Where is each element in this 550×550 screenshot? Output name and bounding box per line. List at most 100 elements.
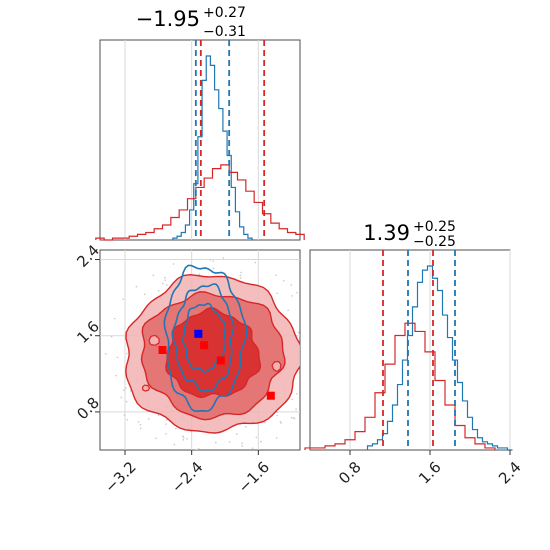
bottom-right-title-main: 1.39 [363, 221, 410, 245]
scatter-point [166, 419, 168, 421]
scatter-point [139, 423, 142, 426]
bottom-right-x-ticks: 0.8 1.6 2.4 [335, 450, 525, 488]
scatter-point [276, 292, 279, 295]
scatter-point [222, 257, 225, 259]
scatter-point [113, 317, 116, 320]
scatter-point [293, 417, 296, 420]
bottom-right-frame [309, 249, 511, 451]
scatter-point [135, 285, 138, 288]
scatter-point [282, 279, 285, 282]
scatter-point [123, 414, 126, 416]
scatter-point [212, 260, 214, 262]
scatter-point [143, 293, 146, 296]
scatter-point [165, 423, 167, 425]
scatter-point [307, 325, 309, 327]
scatter-point [302, 381, 304, 383]
scatter-point [147, 418, 150, 420]
scatter-point [291, 295, 293, 297]
scatter-point [264, 421, 266, 424]
scatter-point [196, 449, 198, 450]
red-marker [158, 346, 167, 354]
scatter-point [125, 400, 128, 403]
scatter-point [155, 437, 157, 440]
scatter-point [297, 331, 300, 334]
scatter-point [228, 441, 231, 443]
scatter-point [227, 451, 229, 453]
scatter-point [215, 441, 217, 444]
scatter-point [157, 289, 160, 292]
red-histogram [95, 164, 305, 241]
top-left-title-sup: +0.27 [203, 5, 246, 21]
scatter-point [291, 398, 294, 401]
scatter-point [305, 405, 307, 407]
scatter-point [198, 273, 201, 276]
bottom-left-y-ticks: 0.8 1.6 2.4 [73, 241, 103, 423]
scatter-point [166, 284, 168, 286]
scatter-point [172, 263, 175, 265]
red-contour-island [148, 334, 160, 346]
scatter-point [115, 374, 117, 377]
scatter-point [182, 435, 184, 438]
scatter-point [287, 309, 289, 312]
scatter-point [122, 389, 125, 391]
scatter-point [194, 448, 196, 450]
blue-marker [194, 329, 203, 338]
red-histogram [304, 322, 496, 450]
scatter-point [125, 387, 127, 389]
scatter-point [182, 436, 185, 439]
blue-histogram [172, 55, 253, 240]
red-contour-island [141, 384, 151, 392]
scatter-point [164, 279, 166, 281]
scatter-point [301, 313, 303, 315]
y-tick-label: 2.4 [73, 241, 103, 271]
bottom-left-blue-contours [163, 264, 248, 413]
scatter-point [255, 436, 258, 439]
bottom-right-histograms [304, 265, 513, 451]
red-marker [216, 356, 225, 365]
scatter-point [301, 319, 303, 321]
bottom-right-title-sup: +0.25 [413, 219, 456, 235]
scatter-point [275, 437, 278, 439]
top-left-title-sub: −0.31 [203, 24, 246, 40]
scatter-point [296, 291, 298, 294]
red-contour-island [271, 360, 282, 372]
x-tick-label: 2.4 [495, 458, 525, 488]
scatter-point [241, 442, 243, 444]
scatter-point [157, 414, 160, 416]
blue-contour [163, 264, 248, 413]
scatter-point [152, 274, 155, 277]
scatter-point [165, 432, 167, 435]
scatter-point [137, 420, 140, 423]
scatter-point [254, 261, 257, 264]
x-tick-label: 0.8 [335, 458, 365, 488]
scatter-point [290, 416, 293, 419]
x-tick-label: −1.6 [235, 458, 273, 496]
bottom-right-title-sub: −0.25 [413, 234, 456, 250]
scatter-point [240, 271, 242, 274]
x-tick-label: 1.6 [415, 458, 445, 488]
scatter-point [239, 274, 242, 277]
scatter-point [280, 422, 282, 424]
scatter-point [182, 439, 185, 441]
scatter-point [120, 396, 123, 399]
top-left-quantile-lines [194, 40, 266, 240]
scatter-point [290, 284, 293, 286]
scatter-point [110, 335, 113, 338]
scatter-point [279, 420, 282, 423]
scatter-point [239, 276, 242, 279]
y-tick-label: 1.6 [73, 317, 103, 347]
red-marker [200, 341, 209, 350]
scatter-point [209, 258, 212, 261]
bottom-right-grid [349, 250, 511, 450]
y-tick-label: 0.8 [73, 394, 103, 424]
scatter-point [226, 452, 228, 454]
scatter-point [260, 440, 262, 443]
scatter-point [295, 408, 297, 411]
scatter-point [251, 447, 254, 449]
bottom-left-markers [158, 329, 275, 400]
x-tick-label: −3.2 [101, 458, 139, 496]
scatter-point [161, 282, 164, 285]
top-left-panel: −1.95 +0.27 −0.31 [95, 5, 305, 241]
top-left-title-main: −1.95 [136, 7, 200, 31]
bottom-left-panel: −3.2 −2.4 −1.6 0.8 1.6 2.4 [73, 241, 309, 497]
